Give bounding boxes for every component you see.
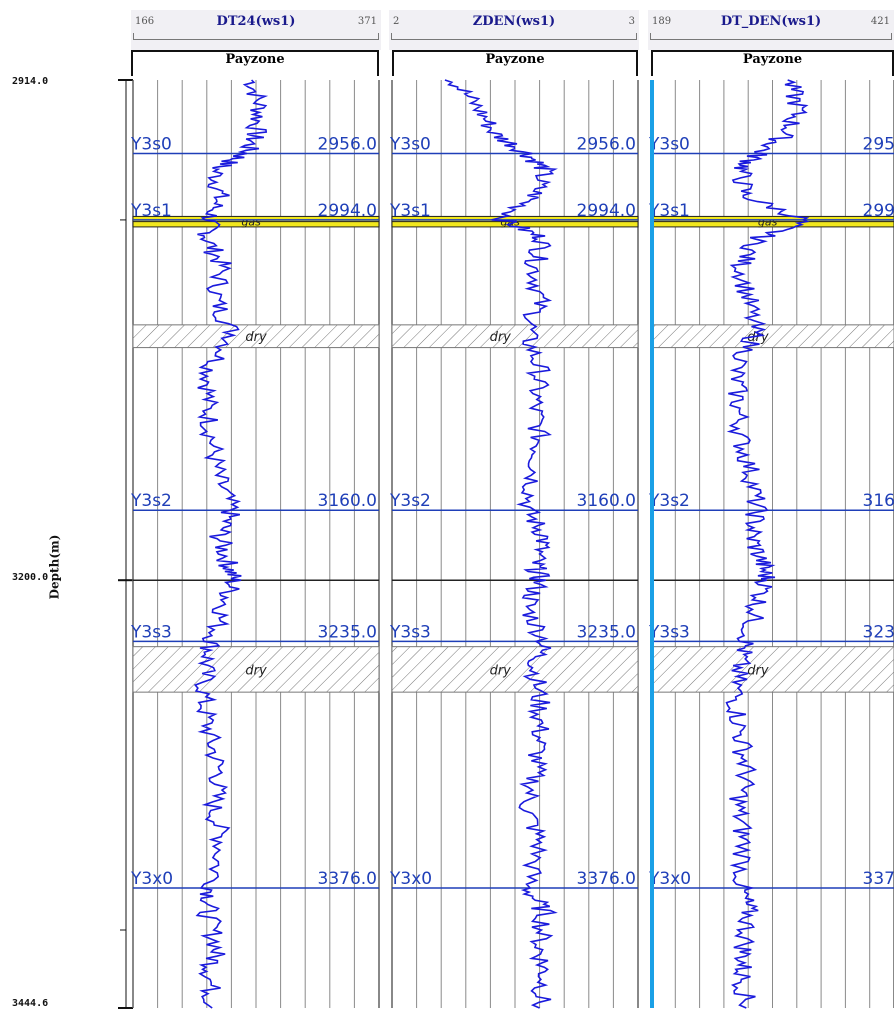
payzone-label: Payzone — [131, 50, 379, 76]
formation-top-name: Y3x0 — [130, 869, 173, 889]
formation-top-name: Y3s2 — [648, 491, 690, 511]
formation-top-depth: 2956.0 — [318, 134, 377, 154]
track-title: DT24(ws1) — [216, 14, 296, 29]
dry-zone-label: dry — [747, 330, 769, 345]
formation-top-name: Y3s2 — [130, 491, 172, 511]
depth-tick-top: 2914.0 — [12, 76, 49, 87]
track-max-label: 3 — [628, 16, 635, 27]
formation-top-depth: 3376.0 — [318, 869, 377, 889]
formation-top-depth: 3376.0 — [577, 869, 636, 889]
formation-top-depth: 2956.0 — [577, 134, 636, 154]
depth-tick-bottom: 3444.6 — [12, 998, 49, 1009]
gas-zone-label: gas — [241, 216, 261, 229]
formation-top-depth: 3235.0 — [318, 622, 377, 642]
depth-tick-mid: 3200.0 — [12, 572, 49, 583]
dry-zone-hatch — [651, 646, 894, 693]
formation-top-name: Y3s0 — [648, 134, 690, 154]
payzone-label: Payzone — [392, 50, 638, 76]
formation-top-name: Y3s1 — [648, 201, 690, 221]
formation-top-name: Y3s0 — [130, 134, 172, 154]
formation-top-name: Y3x0 — [648, 869, 691, 889]
formation-top-name: Y3s3 — [130, 622, 172, 642]
dry-zone-label: dry — [490, 330, 512, 345]
formation-top-depth: 3376.0 — [863, 869, 894, 889]
formation-top-name: Y3s0 — [389, 134, 431, 154]
formation-top-depth: 2956.0 — [863, 134, 894, 154]
dry-zone-label: dry — [245, 330, 267, 345]
gas-zone-label: gas — [758, 216, 778, 229]
track-scale-bar — [391, 33, 637, 40]
track-title: ZDEN(ws1) — [472, 14, 556, 29]
dry-zone-hatch — [133, 646, 379, 693]
dry-zone-hatch — [392, 324, 638, 348]
formation-top-depth: 3235.0 — [577, 622, 636, 642]
formation-top-depth: 3235.0 — [863, 622, 894, 642]
log-curve — [444, 79, 558, 1009]
formation-top-name: Y3x0 — [389, 869, 432, 889]
dry-zone-hatch — [392, 646, 638, 693]
formation-top-depth: 3160.0 — [577, 491, 636, 511]
track-max-label: 371 — [357, 16, 377, 27]
dry-zone-hatch — [133, 324, 379, 348]
formation-top-name: Y3s1 — [130, 201, 172, 221]
formation-top-name: Y3s3 — [648, 622, 690, 642]
dry-zone-label: dry — [490, 663, 512, 678]
track-scale-bar — [650, 33, 892, 40]
log-curve — [193, 79, 269, 1009]
track-max-label: 421 — [870, 16, 890, 27]
log-curve — [725, 79, 810, 1009]
gas-zone-label: gas — [500, 216, 520, 229]
formation-top-depth: 3160.0 — [863, 491, 894, 511]
track-title: DT_DEN(ws1) — [720, 14, 822, 29]
track-header-dt24: 166 DT24(ws1) 371 — [131, 10, 381, 50]
dry-zone-label: dry — [747, 663, 769, 678]
formation-top-depth: 3160.0 — [318, 491, 377, 511]
formation-top-name: Y3s3 — [389, 622, 431, 642]
formation-top-depth: 2994.0 — [863, 201, 894, 221]
track-min-label: 2 — [393, 16, 400, 27]
formation-top-depth: 2994.0 — [577, 201, 636, 221]
track-header-zden: 2 ZDEN(ws1) 3 — [389, 10, 639, 50]
track-header-dt-den: 189 DT_DEN(ws1) 421 — [648, 10, 894, 50]
formation-top-depth: 2994.0 — [318, 201, 377, 221]
formation-top-name: Y3s2 — [389, 491, 431, 511]
track-scale-bar — [133, 33, 379, 40]
dry-zone-label: dry — [245, 663, 267, 678]
dry-zone-hatch — [651, 324, 894, 348]
formation-top-name: Y3s1 — [389, 201, 431, 221]
track-min-label: 166 — [135, 16, 155, 27]
payzone-label: Payzone — [651, 50, 894, 76]
track-min-label: 189 — [652, 16, 672, 27]
